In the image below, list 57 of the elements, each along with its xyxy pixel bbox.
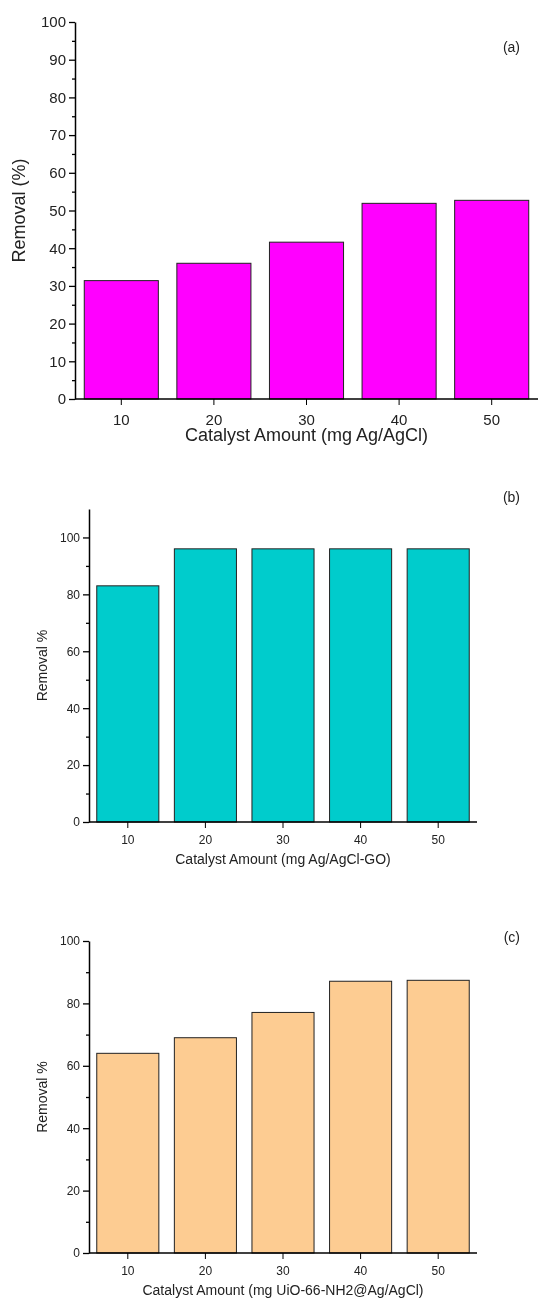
x-axis-title: Catalyst Amount (mg UiO-66-NH2@Ag/AgCl) — [142, 1282, 424, 1298]
bar — [406, 979, 470, 1254]
bar — [268, 241, 345, 400]
y-tick-label: 60 — [66, 1059, 81, 1074]
bar — [96, 1052, 160, 1254]
x-tick-label: 30 — [298, 410, 315, 428]
x-tick-label: 20 — [198, 833, 213, 848]
y-tick-label: 100 — [59, 530, 81, 545]
y-tick-label: 80 — [66, 996, 81, 1011]
y-tick-label: 20 — [66, 1183, 81, 1198]
bar — [251, 1011, 315, 1254]
y-tick-label: 80 — [49, 88, 66, 106]
y-tick-label: 100 — [40, 13, 66, 31]
text: (c) — [503, 929, 520, 945]
y-tick-label: 70 — [49, 126, 66, 144]
y-tick-label: 20 — [49, 314, 66, 332]
bar — [454, 199, 530, 400]
x-tick-label: 30 — [276, 833, 290, 848]
y-tick-label: 90 — [49, 51, 66, 68]
y-tick-label: 40 — [66, 701, 81, 716]
y-tick-label: 50 — [49, 201, 66, 219]
y-tick-label: 0 — [57, 390, 66, 408]
x-tick-label: 40 — [353, 1264, 368, 1279]
bar — [173, 1037, 237, 1254]
y-tick-label: 60 — [66, 644, 81, 659]
y-tick-label: 40 — [66, 1121, 81, 1136]
x-tick-label: 30 — [276, 1264, 290, 1279]
y-axis-title: Removal % — [34, 629, 50, 702]
y-tick-label: 0 — [73, 815, 81, 830]
x-tick-label: 10 — [112, 410, 130, 428]
x-tick-label: 50 — [431, 1264, 446, 1279]
x-tick-label: 40 — [353, 833, 368, 848]
y-tick-label: 30 — [49, 277, 66, 295]
x-axis-title: Catalyst Amount (mg Ag/AgCl-GO) — [175, 851, 391, 867]
y-axis-title: Removal (%) — [9, 158, 29, 263]
bar — [176, 262, 252, 400]
x-axis-title: Catalyst Amount (mg Ag/AgCl) — [184, 425, 429, 445]
bar — [361, 202, 437, 400]
y-tick-label: 10 — [49, 352, 66, 370]
y-axis-title: Removal % — [34, 1061, 50, 1133]
bar — [83, 280, 159, 400]
x-tick-label: 50 — [431, 833, 446, 848]
y-tick-label: 80 — [66, 587, 81, 602]
x-tick-label: 50 — [483, 410, 501, 428]
annotation: (a) — [502, 39, 520, 55]
y-tick-label: 60 — [49, 164, 66, 182]
y-tick-label: 20 — [66, 758, 81, 773]
y-tick-label: 0 — [73, 1246, 81, 1261]
x-tick-label: 20 — [205, 410, 223, 428]
x-tick-label: 20 — [198, 1264, 213, 1279]
x-tick-label: 40 — [390, 410, 408, 428]
y-tick-label: 100 — [59, 934, 81, 949]
x-tick-label: 10 — [121, 833, 135, 848]
y-tick-label: 40 — [49, 239, 66, 257]
bar — [329, 980, 393, 1254]
x-tick-label: 10 — [121, 1264, 135, 1279]
text: (b) — [502, 489, 520, 505]
